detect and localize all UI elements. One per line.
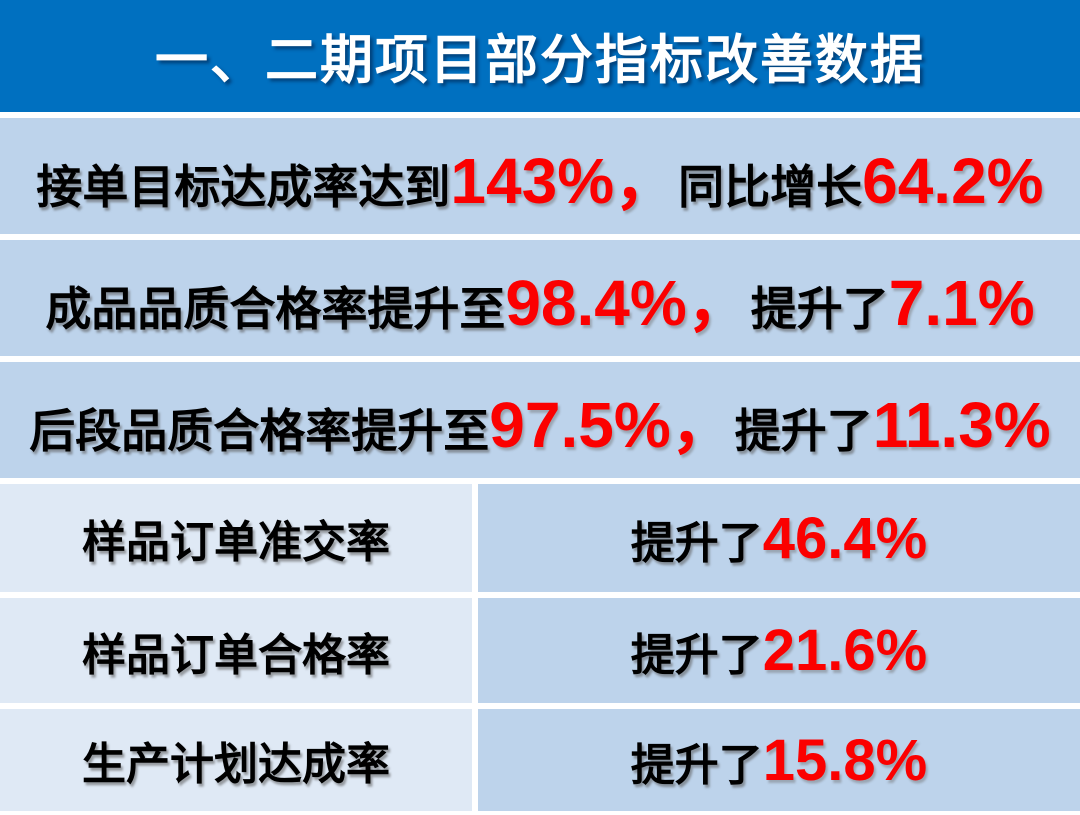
header-banner: 一、二期项目部分指标改善数据 bbox=[0, 0, 1080, 112]
table-row-production-plan: 生产计划达成率 提升了15.8% bbox=[0, 709, 1080, 811]
value-number: 46.4% bbox=[762, 505, 928, 571]
statement-text: 接单目标达成率达到 bbox=[36, 161, 451, 213]
metric-label-cell: 样品订单合格率 bbox=[0, 598, 472, 703]
metric-label: 样品订单合格率 bbox=[82, 630, 390, 680]
metric-value-cell: 提升了46.4% bbox=[478, 484, 1080, 592]
metric-label: 样品订单准交率 bbox=[82, 518, 390, 567]
statement-value: 11.3% bbox=[872, 389, 1051, 461]
table-row-sample-pass: 样品订单合格率 提升了21.6% bbox=[0, 598, 1080, 703]
metric-statement: 后段品质合格率提升至97.5%，提升了11.3% bbox=[29, 374, 1050, 466]
value-number: 15.8% bbox=[762, 727, 928, 793]
metric-statement: 接单目标达成率达到143%，同比增长64.2% bbox=[36, 130, 1043, 222]
statement-text: 后段品质合格率提升至 bbox=[29, 405, 490, 457]
value-prefix: 提升了 bbox=[630, 631, 763, 680]
statement-text: 提升了 bbox=[734, 405, 873, 457]
page-title: 一、二期项目部分指标改善数据 bbox=[155, 31, 925, 90]
value-prefix: 提升了 bbox=[630, 740, 763, 790]
metric-value-text: 提升了15.8% bbox=[631, 727, 927, 794]
value-prefix: 提升了 bbox=[630, 518, 763, 568]
metric-row-finished-quality: 成品品质合格率提升至98.4%，提升了7.1% bbox=[0, 240, 1080, 356]
statement-value: 7.1% bbox=[888, 267, 1035, 339]
metric-value-text: 提升了46.4% bbox=[631, 505, 927, 572]
metric-label-cell: 样品订单准交率 bbox=[0, 484, 472, 592]
statement-value: 64.2% bbox=[862, 145, 1044, 217]
statement-text: 同比增长 bbox=[678, 161, 863, 213]
statement-text: 提升了 bbox=[750, 283, 889, 335]
statement-value: 97.5%， bbox=[489, 389, 735, 461]
value-number: 21.6% bbox=[762, 618, 928, 683]
metric-value-text: 提升了21.6% bbox=[631, 617, 927, 684]
metric-row-order-target: 接单目标达成率达到143%，同比增长64.2% bbox=[0, 118, 1080, 234]
metric-label: 生产计划达成率 bbox=[82, 740, 390, 789]
statement-value: 143%， bbox=[450, 145, 679, 217]
metric-label-cell: 生产计划达成率 bbox=[0, 709, 472, 811]
statement-text: 成品品质合格率提升至 bbox=[45, 283, 506, 335]
metric-value-cell: 提升了15.8% bbox=[478, 709, 1080, 811]
metric-value-cell: 提升了21.6% bbox=[478, 598, 1080, 703]
metric-row-backend-quality: 后段品质合格率提升至97.5%，提升了11.3% bbox=[0, 362, 1080, 478]
statement-value: 98.4%， bbox=[505, 267, 751, 339]
table-row-sample-ontime: 样品订单准交率 提升了46.4% bbox=[0, 484, 1080, 592]
metric-statement: 成品品质合格率提升至98.4%，提升了7.1% bbox=[45, 252, 1034, 344]
